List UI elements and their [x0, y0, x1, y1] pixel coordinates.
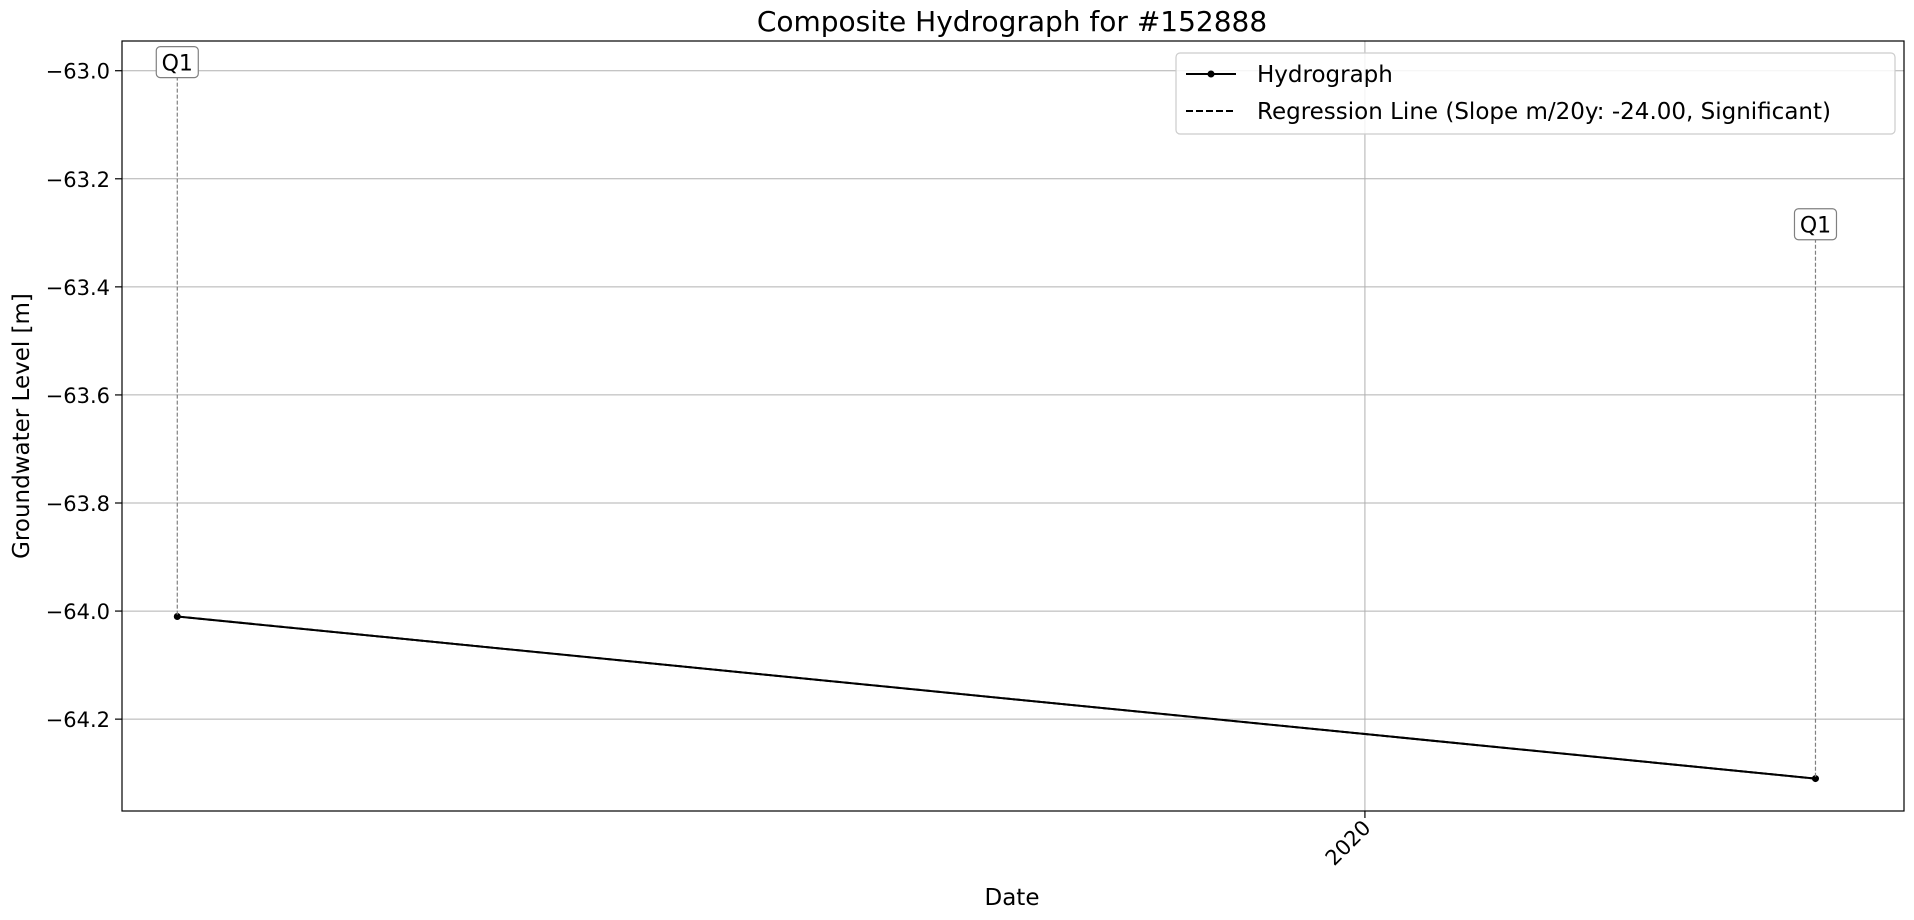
annotations: Q1 Q1 — [155, 46, 1838, 779]
annotation-box — [155, 46, 199, 79]
legend-hydrograph-marker — [1207, 70, 1215, 78]
y-tick-label: −63.4 — [46, 276, 110, 300]
grid — [122, 41, 1904, 811]
y-tick-label: −64.0 — [46, 600, 110, 624]
legend: Hydrograph Regression Line (Slope m/20y:… — [1175, 52, 1896, 135]
y-tick-label: −63.2 — [46, 168, 110, 192]
plot-area-frame — [121, 40, 1905, 812]
y-tick-label: −63.0 — [46, 60, 110, 84]
annotation-box — [1793, 208, 1838, 241]
x-tick-label: 2020 — [1321, 816, 1376, 871]
regression-line — [177, 615, 1816, 780]
annotation-label: Q1 — [162, 52, 193, 77]
x-axis-label: Date — [985, 885, 1040, 911]
y-axis-label: Groundwater Level [m] — [9, 293, 35, 559]
legend-hydrograph-label: Hydrograph — [1257, 62, 1393, 88]
annotation-label: Q1 — [1800, 214, 1831, 239]
hydrograph-point — [173, 612, 181, 620]
series-layer — [173, 612, 1819, 783]
legend-regression-label: Regression Line (Slope m/20y: -24.00, Si… — [1257, 99, 1831, 125]
y-tick-label: −63.6 — [46, 384, 110, 408]
y-tick-label: −63.8 — [46, 492, 110, 516]
ticks: −63.0 −63.2 −63.4 −63.6 −63.8 −64.0 −64.2 2020 — [46, 60, 1376, 871]
y-tick-label: −64.2 — [46, 708, 110, 732]
chart-title: Composite Hydrograph for #152888 — [757, 5, 1267, 38]
legend-box — [1175, 52, 1896, 135]
